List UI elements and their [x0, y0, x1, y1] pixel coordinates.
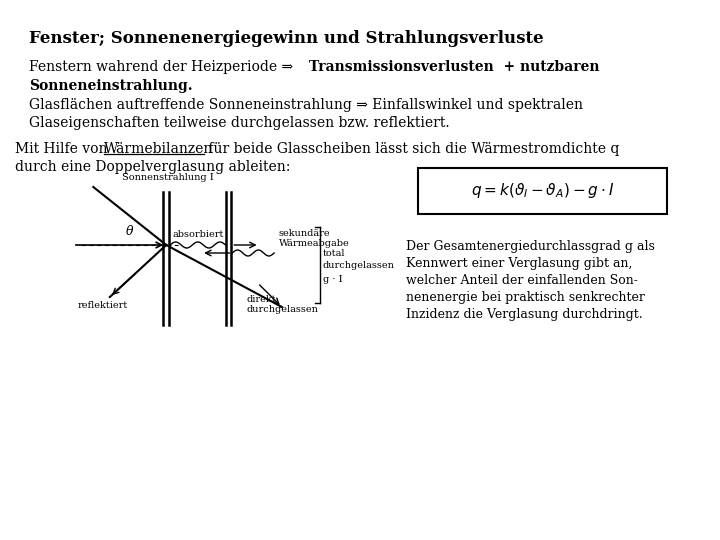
Text: durchgelassen: durchgelassen	[247, 305, 319, 314]
Text: θ: θ	[125, 225, 133, 238]
Text: für beide Glasscheiben lässt sich die Wärmestromdichte q: für beide Glasscheiben lässt sich die Wä…	[204, 142, 619, 156]
Text: absorbiert: absorbiert	[173, 230, 224, 239]
Text: Wärmeabgabe: Wärmeabgabe	[279, 239, 350, 247]
Text: g · I: g · I	[323, 274, 342, 284]
Text: Mit Hilfe von: Mit Hilfe von	[14, 142, 112, 156]
Text: direkt: direkt	[247, 295, 276, 304]
Text: total: total	[323, 248, 345, 258]
Text: durchgelassen: durchgelassen	[323, 260, 395, 269]
Text: durch eine Doppelverglasung ableiten:: durch eine Doppelverglasung ableiten:	[14, 160, 290, 174]
Text: Transmissionsverlusten  + nutzbaren: Transmissionsverlusten + nutzbaren	[309, 60, 600, 74]
Text: Fenster; Sonnenenergiegewinn und Strahlungsverluste: Fenster; Sonnenenergiegewinn und Strahlu…	[30, 30, 544, 47]
Text: Inzidenz die Verglasung durchdringt.: Inzidenz die Verglasung durchdringt.	[406, 308, 643, 321]
Text: $q = k(\vartheta_I - \vartheta_A) - g \cdot I$: $q = k(\vartheta_I - \vartheta_A) - g \c…	[471, 181, 614, 200]
Text: welcher Anteil der einfallenden Son-: welcher Anteil der einfallenden Son-	[406, 274, 638, 287]
Text: reflektiert: reflektiert	[78, 301, 128, 310]
Text: Kennwert einer Verglasung gibt an,: Kennwert einer Verglasung gibt an,	[406, 257, 633, 270]
Text: Glaseigenschaften teilweise durchgelassen bzw. reflektiert.: Glaseigenschaften teilweise durchgelasse…	[30, 116, 450, 130]
Text: Wärmebilanzen: Wärmebilanzen	[104, 142, 213, 156]
Text: Sonnenstrahlung I: Sonnenstrahlung I	[122, 173, 214, 182]
Text: sekundäre: sekundäre	[279, 228, 330, 238]
Text: Der Gesamtenergiedurchlassgrad g als: Der Gesamtenergiedurchlassgrad g als	[406, 240, 655, 253]
Text: nenenergie bei praktisch senkrechter: nenenergie bei praktisch senkrechter	[406, 291, 645, 304]
Text: Sonneneinstrahlung.: Sonneneinstrahlung.	[30, 79, 193, 93]
FancyBboxPatch shape	[418, 168, 667, 214]
Text: Fenstern wahrend der Heizperiode ⇒: Fenstern wahrend der Heizperiode ⇒	[30, 60, 297, 74]
Text: Glasflächen auftreffende Sonneneinstrahlung ⇒ Einfallswinkel und spektralen: Glasflächen auftreffende Sonneneinstrahl…	[30, 98, 583, 112]
